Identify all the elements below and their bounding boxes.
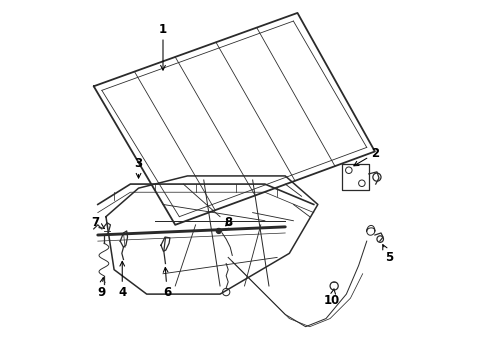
Circle shape [216, 229, 221, 233]
Text: 3: 3 [134, 157, 142, 178]
Text: 10: 10 [324, 289, 340, 307]
Text: 2: 2 [353, 147, 378, 166]
Text: 8: 8 [224, 216, 232, 229]
Text: 4: 4 [118, 261, 126, 298]
Text: 1: 1 [159, 23, 167, 70]
Text: 6: 6 [163, 267, 171, 298]
Text: 7: 7 [92, 216, 104, 229]
Text: 5: 5 [382, 245, 392, 264]
Text: 9: 9 [97, 278, 105, 298]
